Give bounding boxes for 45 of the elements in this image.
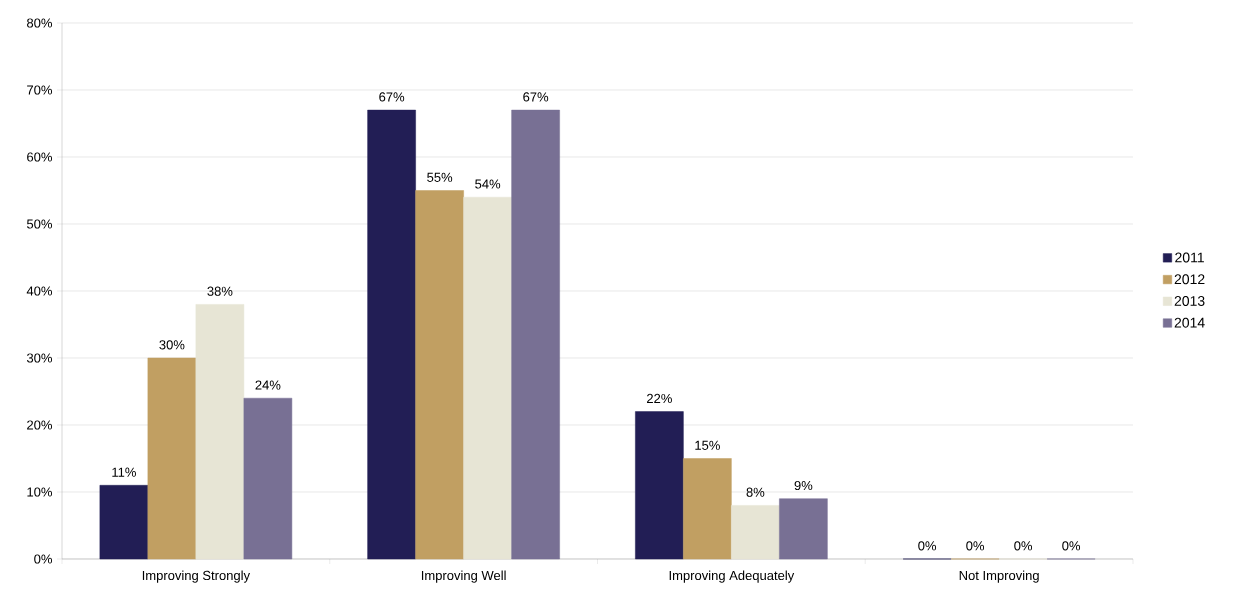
bar — [463, 196, 512, 560]
data-label: 22% — [647, 393, 672, 404]
data-label: 54% — [475, 179, 501, 189]
y-tick-label: 10% — [27, 487, 53, 497]
bar — [147, 357, 197, 560]
x-tick-label: Not Improving — [959, 570, 1039, 583]
x-tick-label: Improving Strongly — [142, 570, 251, 583]
data-label: 0% — [966, 541, 985, 551]
data-label: 24% — [255, 380, 281, 390]
bar — [683, 458, 732, 560]
data-label: 30% — [159, 340, 185, 350]
legend-label: 2012 — [1174, 274, 1205, 285]
data-label: 9% — [794, 480, 813, 491]
bar — [731, 505, 780, 560]
y-tick-label: 50% — [26, 219, 53, 229]
data-label: 67% — [379, 92, 405, 102]
data-label: 38% — [207, 286, 233, 296]
bar — [415, 190, 464, 560]
bar — [779, 498, 828, 560]
x-tick-label: Improving Adequately — [669, 570, 795, 583]
bar — [99, 485, 149, 560]
y-tick-label: 60% — [27, 152, 53, 162]
data-label: 8% — [746, 487, 765, 497]
bar — [367, 109, 416, 560]
legend-label: 2011 — [1175, 252, 1204, 263]
y-tick-label: 70% — [27, 85, 53, 95]
bar — [243, 397, 293, 560]
data-label: 0% — [1014, 541, 1033, 551]
data-label: 0% — [918, 541, 937, 551]
data-label: 67% — [523, 92, 549, 102]
y-tick-label: 20% — [27, 420, 53, 430]
data-label: 0% — [1062, 541, 1081, 551]
data-label: 15% — [695, 440, 720, 450]
data-label: 11% — [112, 467, 136, 477]
bar — [511, 109, 560, 560]
legend-label: 2013 — [1174, 295, 1205, 306]
y-tick-label: 40% — [26, 286, 53, 296]
data-label: 55% — [427, 172, 453, 182]
x-tick-label: Improving Well — [421, 570, 506, 583]
legend-label: 2014 — [1174, 317, 1205, 328]
y-tick-label: 30% — [26, 353, 53, 363]
y-tick-label: 80% — [27, 18, 53, 28]
bar — [635, 411, 684, 560]
y-tick-label: 0% — [34, 554, 53, 564]
bar — [195, 304, 245, 560]
